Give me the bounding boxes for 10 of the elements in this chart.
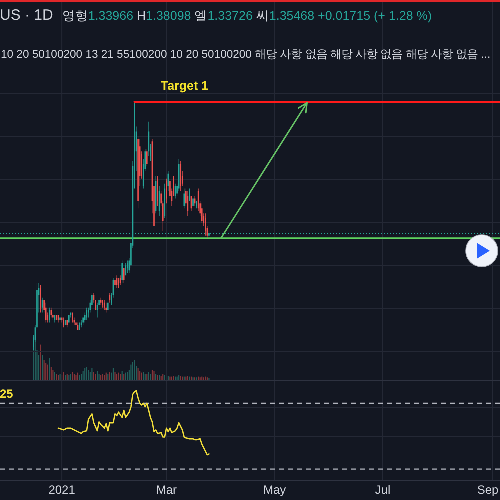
x-tick-label: May: [263, 483, 286, 497]
x-tick-label: 2021: [48, 483, 76, 497]
series-label: Target 1: [160, 79, 209, 93]
annotation: 25: [0, 387, 14, 401]
subtitle: 영형1.33966 H1.38098 엘1.33726 씨1.35468 +0.01715 (+ 1.28 %): [62, 9, 432, 23]
x-tick-label: Jul: [375, 483, 391, 497]
x-tick-label: Mar: [156, 483, 177, 497]
title: US · 1D: [0, 7, 54, 24]
annotation: 10 20 50100200 13 21 55100200 10 20 50100200 해당 사항 없음 해당 사항 없음 해당 사항 없음 ...: [1, 49, 491, 61]
x-tick-label: Sep: [477, 483, 499, 497]
